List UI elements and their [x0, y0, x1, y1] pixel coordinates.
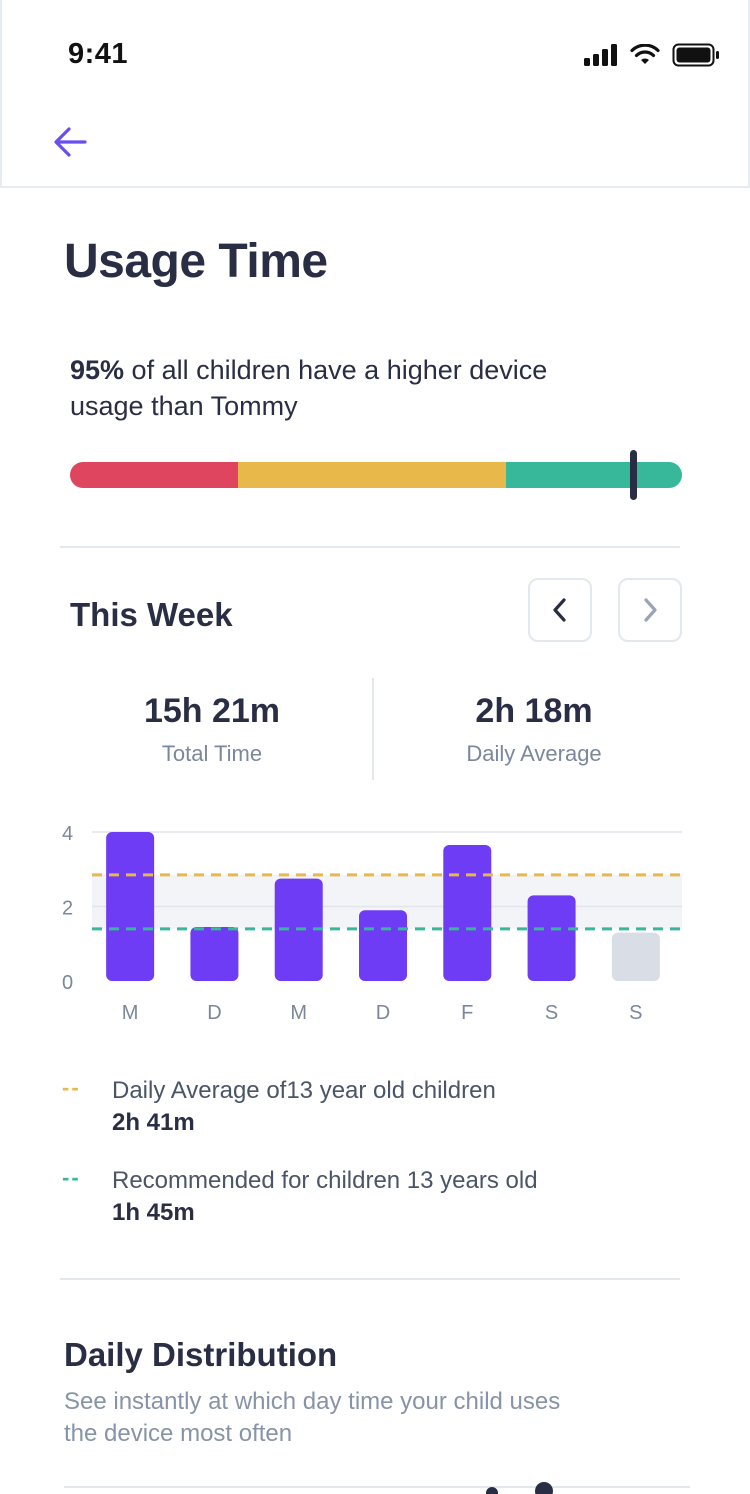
legend-value-recommended: 1h 45m — [112, 1199, 195, 1226]
legend-dash-recommended: -- — [62, 1165, 81, 1190]
chevron-left-icon — [553, 598, 566, 622]
wifi-icon — [630, 44, 660, 64]
total-time-stat: 15h 21m Total Time — [112, 692, 312, 767]
usage-bar-low-segment — [506, 462, 682, 488]
chart-x-tick: F — [461, 1002, 473, 1024]
distribution-subtitle: See instantly at which day time your chi… — [64, 1388, 561, 1447]
chevron-right-icon — [644, 598, 657, 622]
chart-bar — [527, 895, 576, 981]
status-time: 9:41 — [68, 38, 129, 70]
chart-bar — [611, 932, 660, 981]
chart-x-tick: D — [376, 1002, 390, 1024]
legend-label-recommended: Recommended for children 13 years old — [112, 1167, 538, 1194]
chart-x-tick: M — [290, 1002, 307, 1024]
signal-icon — [584, 44, 617, 66]
chart-bar — [443, 845, 492, 981]
chart-y-tick: 0 — [62, 972, 73, 994]
distribution-dot-active[interactable] — [535, 1482, 553, 1494]
daily-average-value: 2h 18m — [475, 692, 593, 730]
chart-x-tick: S — [629, 1002, 642, 1024]
chart-x-tick: M — [122, 1002, 139, 1024]
section-divider — [60, 546, 680, 548]
legend-item-recommended: -- Recommended for children 13 years old… — [62, 1166, 538, 1228]
chart-bar — [106, 832, 155, 981]
total-time-value: 15h 21m — [143, 692, 281, 730]
next-week-button[interactable] — [618, 578, 682, 642]
percentile-line-1: of all children have a higher device — [124, 355, 548, 385]
legend-value-average: 2h 41m — [112, 1109, 195, 1136]
distribution-dot[interactable] — [486, 1487, 498, 1494]
week-title: This Week — [70, 596, 233, 633]
chart-y-tick: 4 — [62, 823, 73, 845]
percentile-text: 95% of all children have a higher device… — [70, 352, 630, 424]
status-bar: 9:41 — [0, 0, 750, 110]
top-navbar — [0, 0, 750, 188]
daily-average-stat: 2h 18m Daily Average — [424, 692, 644, 767]
percentile-line-2: usage than Tommy — [70, 391, 298, 421]
page-title: Usage Time — [64, 235, 328, 288]
legend-label-average: Daily Average of13 year old children — [112, 1077, 496, 1104]
status-icons — [584, 42, 720, 68]
chart-bar — [190, 926, 239, 981]
stats-divider — [372, 678, 374, 780]
weekly-usage-chart: 4 2 0 M D M D F S S — [62, 823, 682, 1024]
usage-bar-marker — [629, 450, 637, 500]
total-time-label: Total Time — [161, 741, 263, 766]
percentile-highlight: 95% — [70, 355, 125, 385]
usage-bar-medium-segment — [238, 462, 506, 488]
usage-percentile-bar — [70, 450, 682, 500]
usage-bar-high-segment — [70, 462, 238, 488]
chart-bar — [359, 910, 407, 981]
legend-item-average: -- Daily Average of13 year old children … — [62, 1076, 496, 1138]
arrow-left-icon — [54, 127, 87, 157]
chart-x-tick: S — [545, 1002, 558, 1024]
previous-week-button[interactable] — [528, 578, 592, 642]
daily-average-label: Daily Average — [466, 741, 602, 766]
distribution-track — [64, 1486, 690, 1488]
legend-dash-average: -- — [62, 1075, 81, 1100]
battery-icon — [672, 43, 719, 67]
back-button[interactable] — [46, 120, 94, 164]
section-divider-2 — [60, 1278, 680, 1280]
chart-x-tick: D — [207, 1002, 221, 1024]
distribution-title: Daily Distribution — [64, 1336, 338, 1373]
chart-y-tick: 2 — [62, 898, 73, 920]
